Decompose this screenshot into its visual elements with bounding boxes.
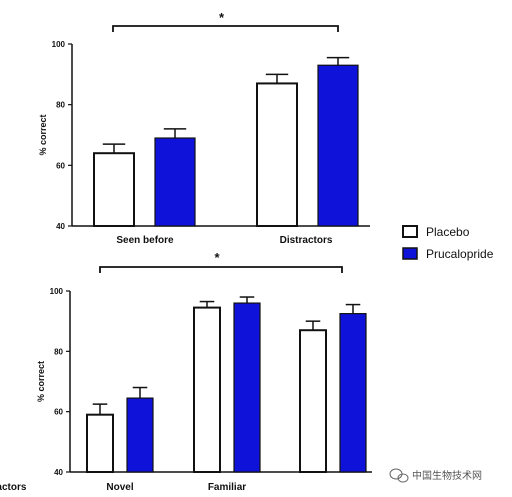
- y-axis-label: % correct: [36, 361, 46, 402]
- watermark: 中国生物技术网: [389, 468, 482, 483]
- bar-placebo: [93, 152, 135, 227]
- significance-star: *: [219, 10, 225, 25]
- significance-star: *: [214, 250, 220, 265]
- legend-label-prucalopride: Prucalopride: [426, 247, 494, 261]
- x-category-label: Seen before: [116, 235, 174, 246]
- bar-prucalopride: [154, 137, 196, 227]
- y-tick-label: 80: [54, 347, 63, 356]
- y-tick-label: 40: [56, 222, 65, 231]
- x-category-label: Familiar: [208, 482, 246, 493]
- y-tick-label: 40: [54, 468, 63, 477]
- legend-swatch-prucalopride: [402, 247, 418, 260]
- y-tick-label: 100: [50, 287, 64, 296]
- x-category-label: Distractors: [280, 235, 333, 246]
- significance-bracket: [99, 266, 343, 273]
- bar-placebo: [256, 82, 298, 227]
- y-tick-label: 60: [54, 408, 63, 417]
- bar-prucalopride: [317, 64, 359, 227]
- y-tick-label: 80: [56, 101, 65, 110]
- bar-placebo: [86, 413, 114, 473]
- y-tick-label: 100: [52, 40, 66, 49]
- legend: Placebo Prucalopride: [402, 225, 494, 261]
- chart-panel-bottom: 40 60 80 100 % correct Novel Familiar Distracto…: [0, 250, 372, 493]
- bar-prucalopride: [233, 302, 261, 473]
- bar-prucalopride: [126, 397, 154, 473]
- chart-panel-top: 40 60 80 100 % correct Seen before Distractors…: [38, 10, 370, 246]
- legend-swatch-placebo: [402, 225, 418, 238]
- wechat-icon: [389, 468, 409, 483]
- y-axis-label: % correct: [38, 114, 48, 155]
- watermark-text: 中国生物技术网: [412, 469, 482, 482]
- y-tick-label: 60: [56, 161, 65, 170]
- x-category-label: Distractors: [0, 482, 27, 493]
- legend-label-placebo: Placebo: [426, 225, 470, 239]
- x-category-label: Novel: [106, 482, 133, 493]
- bar-placebo: [193, 306, 221, 474]
- bar-prucalopride: [339, 313, 367, 473]
- significance-bracket: [112, 25, 339, 32]
- bar-placebo: [299, 329, 327, 474]
